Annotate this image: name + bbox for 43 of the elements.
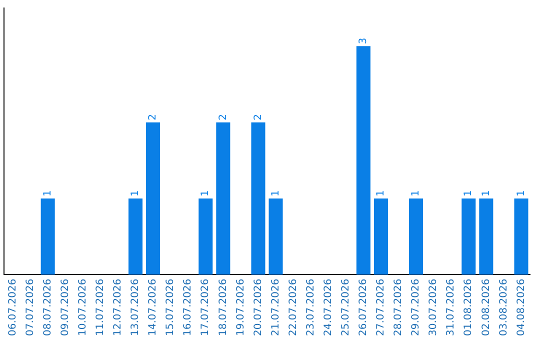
data-label: 1 xyxy=(42,190,54,197)
x-tick-label: 14.07.2026 xyxy=(148,278,159,336)
x-tick-label: 21.07.2026 xyxy=(270,278,282,336)
x-tick-label: 24.07.2026 xyxy=(322,278,334,336)
x-tick-label: 15.07.2026 xyxy=(165,278,176,336)
x-tick-label: 13.07.2026 xyxy=(130,278,142,336)
data-label: 1 xyxy=(130,190,142,197)
data-label: 1 xyxy=(270,190,282,197)
x-tick-label: 04.08.2026 xyxy=(516,278,527,336)
data-label: 1 xyxy=(480,190,492,197)
x-tick-label: 01.08.2026 xyxy=(463,278,474,336)
x-tick-label: 09.07.2026 xyxy=(60,278,71,336)
x-tick-label: 23.07.2026 xyxy=(305,278,316,336)
x-tick-label: 26.07.2026 xyxy=(358,278,370,336)
x-tick-label: 27.07.2026 xyxy=(376,278,387,336)
x-tick-label: 07.07.2026 xyxy=(24,278,36,336)
x-tick-label: 12.07.2026 xyxy=(112,278,124,336)
x-tick-label: 17.07.2026 xyxy=(200,278,212,336)
x-tick-label: 22.07.2026 xyxy=(288,278,299,336)
x-tick-label: 25.07.2026 xyxy=(340,278,352,336)
x-tick-label: 11.07.2026 xyxy=(95,278,106,336)
x-tick-label: 30.07.2026 xyxy=(428,278,440,336)
x-tick-label: 08.07.2026 xyxy=(42,278,54,336)
x-tick-label: 19.07.2026 xyxy=(235,278,246,336)
x-tick-label: 16.07.2026 xyxy=(182,278,194,336)
data-label: 1 xyxy=(376,190,387,197)
data-label: 1 xyxy=(463,190,474,197)
x-tick-label: 18.07.2026 xyxy=(218,278,229,336)
x-tick-label: 06.07.2026 xyxy=(7,278,18,336)
data-label: 2 xyxy=(148,114,159,120)
data-label: 1 xyxy=(516,190,527,197)
x-tick-label: 20.07.2026 xyxy=(252,278,264,336)
data-label: 1 xyxy=(200,190,212,197)
data-label: 2 xyxy=(218,114,229,120)
x-tick-label: 02.08.2026 xyxy=(480,278,492,336)
x-tick-label: 03.08.2026 xyxy=(498,278,510,336)
x-tick-label: 29.07.2026 xyxy=(410,278,422,336)
x-tick-label: 28.07.2026 xyxy=(393,278,404,336)
x-tick-label: 31.07.2026 xyxy=(446,278,457,336)
data-label: 2 xyxy=(252,114,264,120)
x-tick-label: 10.07.2026 xyxy=(77,278,88,336)
data-label: 1 xyxy=(410,190,422,197)
data-label: 3 xyxy=(358,38,370,44)
